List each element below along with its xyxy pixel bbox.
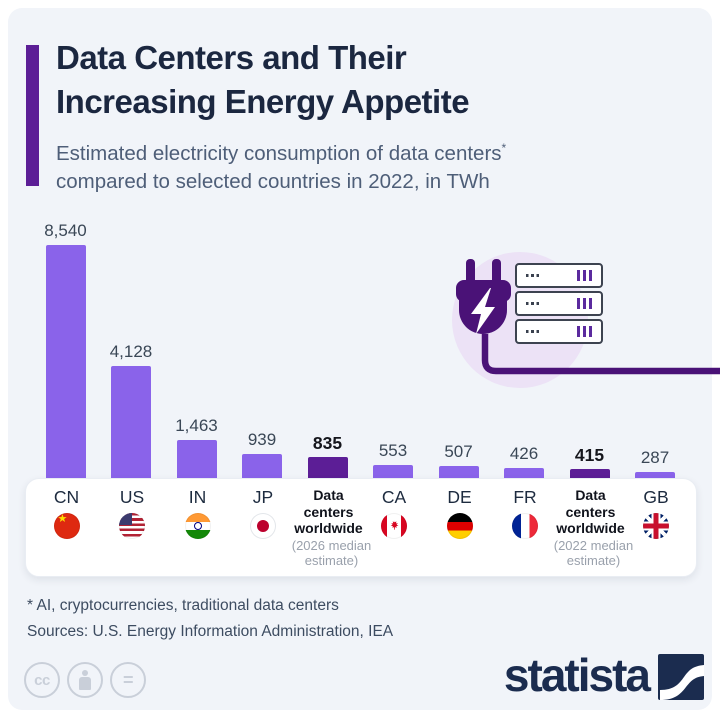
statista-wordmark: statista [503,649,651,701]
cc-no-derivatives-icon[interactable]: = [110,662,146,698]
cc-attribution-icon[interactable] [67,662,103,698]
category-column: FR [480,487,570,539]
bar-us [111,366,151,488]
country-code-label: GB [643,487,669,507]
title-line-2: Increasing Energy Appetite [56,83,470,120]
page-title: Data Centers and Their Increasing Energy… [56,36,676,124]
bar-value-label: 8,540 [44,221,87,240]
statista-logo[interactable]: statista [504,650,704,700]
cc-license-icon[interactable]: cc [24,662,60,698]
bar-value-label: 835 [312,433,343,453]
page-subtitle: Estimated electricity consumption of dat… [56,134,656,196]
category-label-box: CN ★ US IN JP Data centers worldwide (2026 med… [25,478,697,577]
bar-value-label: 553 [378,441,408,460]
server-rack-icon [515,319,603,344]
bar-value-label: 415 [574,445,605,465]
ca-flag-icon [381,513,407,539]
server-dots-icon [526,273,539,278]
footnote-text: * AI, cryptocurrencies, traditional data… [27,597,339,614]
server-dots-icon [526,329,539,334]
background-panel [8,8,712,710]
country-code-label: DE [447,487,472,507]
category-column: IN [153,487,243,539]
maple-leaf-icon [390,520,399,530]
country-code-label: FR [513,487,537,507]
jp-flag-icon [250,513,276,539]
bar-value-label: 939 [247,430,277,449]
country-code-label: US [119,487,145,507]
fr-flag-icon [512,513,538,539]
statista-logo-mark [658,654,704,700]
category-column: GB [611,487,701,539]
server-vents-icon [577,270,592,281]
title-line-1: Data Centers and Their [56,39,407,76]
star-icon: ★ [57,513,68,525]
in-flag-icon [184,513,211,539]
country-code-label: IN [188,487,207,507]
license-icons: cc = [24,662,146,698]
bar-value-label: 426 [509,444,539,463]
server-rack-icon [515,291,603,316]
subtitle-line-2: compared to selected countries in 2022, … [56,169,490,193]
cn-flag-icon: ★ [53,513,80,539]
de-flag-icon [446,513,473,539]
us-flag-icon [119,513,145,539]
bar-value-label: 287 [640,448,670,467]
category-column: US [87,487,177,539]
title-accent-bar [26,45,39,186]
category-column: Data centers worldwide (2022 median estim… [546,487,636,569]
category-column: CA [349,487,439,539]
country-code-label: JP [252,487,274,507]
server-vents-icon [577,326,592,337]
server-rack-icon [515,263,603,288]
category-column: DE [415,487,505,539]
country-code-label: CN [53,487,80,507]
subtitle-line-1: Estimated electricity consumption of dat… [56,141,502,165]
data-centers-sublabel: (2026 median estimate) [291,537,372,569]
category-column: CN ★ [22,487,112,539]
server-vents-icon [577,298,592,309]
bar-cn [45,245,86,488]
footnote-asterisk: * [501,141,507,155]
category-column: Data centers worldwide (2026 median estim… [284,487,374,569]
data-centers-label: Data centers worldwide [556,487,625,536]
sources-text: Sources: U.S. Energy Information Adminis… [27,623,394,640]
server-dots-icon [526,301,539,306]
power-plug-icon [456,259,720,375]
bar-value-label: 4,128 [109,342,153,361]
data-centers-sublabel: (2022 median estimate) [553,537,634,569]
category-column: JP [218,487,308,539]
data-centers-label: Data centers worldwide [294,487,363,536]
country-code-label: CA [381,487,407,507]
bar-value-label: 507 [444,442,473,461]
gb-flag-icon [643,513,669,539]
bar-value-label: 1,463 [175,416,218,435]
